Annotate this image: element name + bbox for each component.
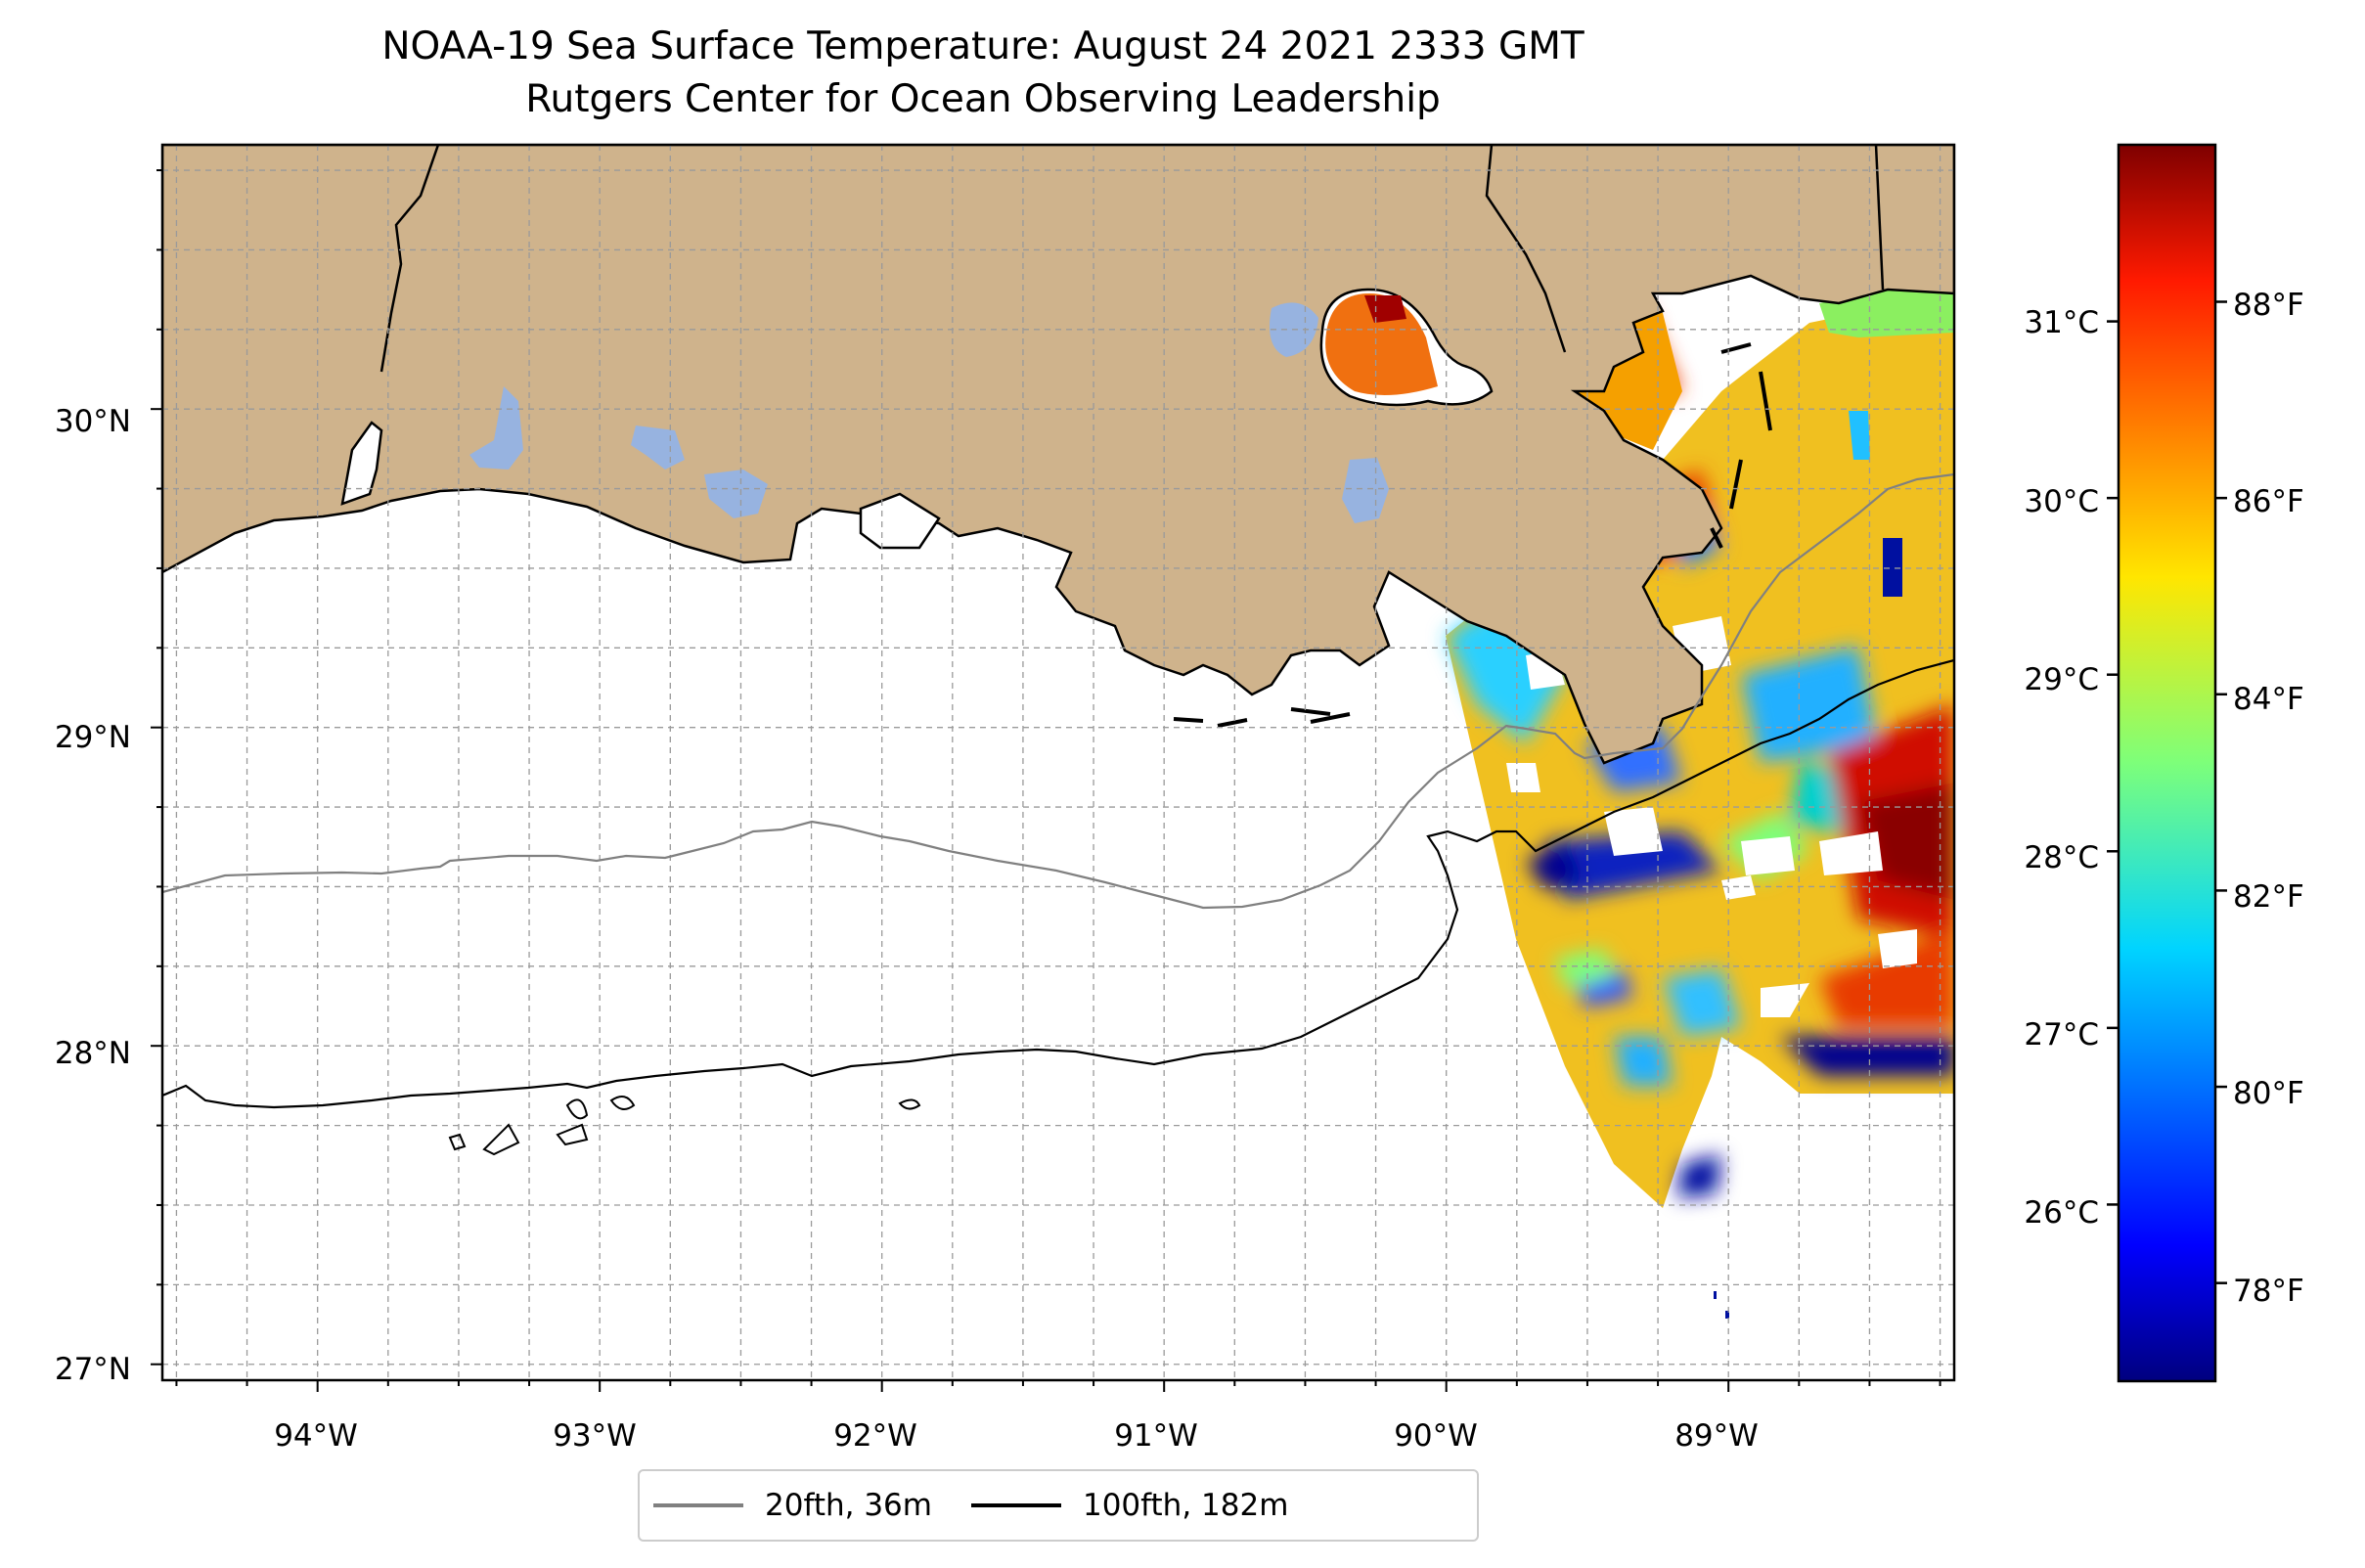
inland-lakes xyxy=(469,302,1389,523)
cbar-label-28c: 28°C xyxy=(2024,840,2099,875)
legend-swatch-black xyxy=(970,1503,1061,1507)
legend-swatch-grey xyxy=(653,1503,743,1507)
isobath-legend: 20fth, 36m 100fth, 182m xyxy=(638,1469,1479,1542)
map-frame xyxy=(160,143,1956,1382)
cbar-label-31c: 31°C xyxy=(2024,305,2099,340)
cbar-label-80f: 80°F xyxy=(2233,1076,2304,1111)
lon-label-92w: 92°W xyxy=(833,1418,917,1454)
lat-label-27n: 27°N xyxy=(55,1352,131,1387)
graticule xyxy=(162,145,1954,1380)
longitude-axis: 94°W 93°W 92°W 91°W 90°W 89°W xyxy=(274,1418,1759,1454)
lat-label-28n: 28°N xyxy=(55,1036,131,1071)
cbar-label-88f: 88°F xyxy=(2233,288,2304,323)
isobath-100fth-line xyxy=(162,658,1954,1109)
latitude-axis: 27°N 28°N 29°N 30°N xyxy=(55,404,131,1387)
lon-label-94w: 94°W xyxy=(274,1418,358,1454)
cbar-label-26c: 26°C xyxy=(2024,1195,2099,1231)
lon-label-90w: 90°W xyxy=(1394,1418,1478,1454)
legend-label-100fth: 100fth, 182m xyxy=(1082,1488,1289,1523)
cbar-label-84f: 84°F xyxy=(2233,682,2304,717)
cbar-label-29c: 29°C xyxy=(2024,662,2099,697)
cbar-label-82f: 82°F xyxy=(2233,879,2304,915)
legend-item-100fth: 100fth, 182m xyxy=(970,1488,1289,1523)
colorbar: 31°C 30°C 29°C 28°C 27°C 26°C 88°F 86°F … xyxy=(2024,143,2304,1383)
lat-label-30n: 30°N xyxy=(55,404,131,439)
map-subtitle: Rutgers Center for Ocean Observing Leade… xyxy=(525,77,1441,121)
map-title: NOAA-19 Sea Surface Temperature: August … xyxy=(381,24,1584,68)
lat-label-29n: 29°N xyxy=(55,720,131,755)
land-louisiana xyxy=(162,145,1954,765)
cbar-label-27c: 27°C xyxy=(2024,1017,2099,1053)
legend-item-20fth: 20fth, 36m xyxy=(653,1488,932,1523)
cbar-label-30c: 30°C xyxy=(2024,484,2099,519)
isobath-20fth-line xyxy=(162,472,1954,910)
cbar-label-86f: 86°F xyxy=(2233,484,2304,519)
lon-label-91w: 91°W xyxy=(1114,1418,1198,1454)
state-border xyxy=(1485,145,1567,353)
colorbar-gradient xyxy=(2117,143,2217,1383)
cbar-label-78f: 78°F xyxy=(2233,1274,2304,1309)
lon-label-89w: 89°W xyxy=(1674,1418,1759,1454)
legend-label-20fth: 20fth, 36m xyxy=(765,1488,932,1523)
lon-label-93w: 93°W xyxy=(553,1418,637,1454)
